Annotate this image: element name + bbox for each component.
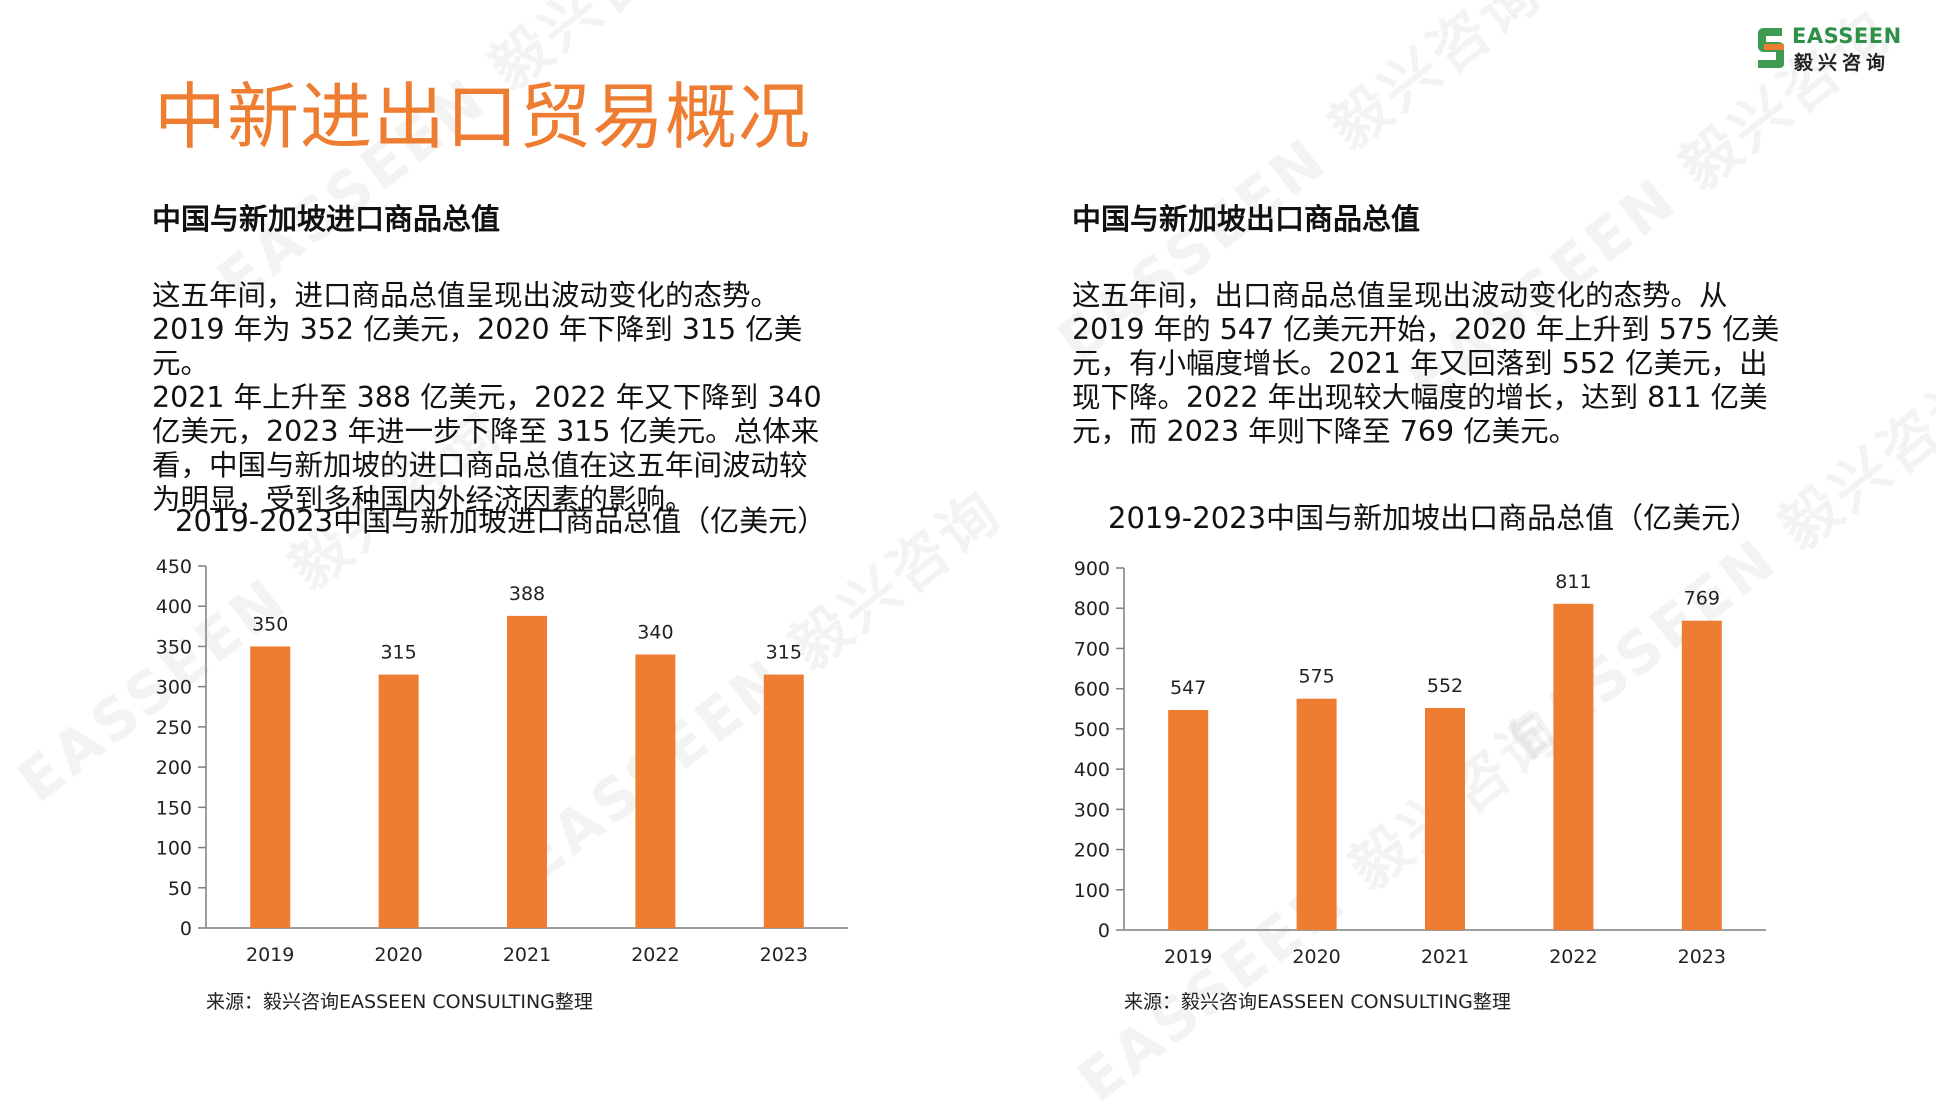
data-label: 388 bbox=[509, 583, 545, 605]
export-paragraph: 这五年间，出口商品总值呈现出波动变化的态势。从 2019 年的 547 亿美元开… bbox=[1072, 279, 1792, 449]
x-tick-label: 2019 bbox=[1164, 946, 1212, 968]
y-tick-label: 100 bbox=[156, 838, 192, 860]
bar bbox=[1296, 698, 1337, 930]
x-tick-label: 2021 bbox=[503, 944, 551, 966]
export-chart-title: 2019-2023中国与新加坡出口商品总值（亿美元） bbox=[1108, 501, 1760, 535]
x-tick-label: 2019 bbox=[246, 944, 294, 966]
y-tick-label: 0 bbox=[1098, 920, 1110, 942]
y-tick-label: 50 bbox=[168, 878, 192, 900]
data-label: 315 bbox=[766, 642, 802, 664]
y-tick-label: 400 bbox=[1074, 759, 1110, 781]
brand-logo: EASSEEN 毅兴咨询 bbox=[1752, 24, 1902, 74]
data-label: 350 bbox=[252, 613, 288, 635]
y-tick-label: 150 bbox=[156, 797, 192, 819]
y-tick-label: 0 bbox=[180, 918, 192, 940]
y-tick-label: 350 bbox=[156, 636, 192, 658]
page-title: 中新进出口贸易概况 bbox=[154, 75, 812, 159]
paragraph-line: 看，中国与新加坡的进口商品总值在这五年间波动较 bbox=[152, 449, 808, 482]
bar bbox=[635, 654, 676, 928]
x-tick-label: 2023 bbox=[1678, 946, 1726, 968]
import-paragraph: 这五年间，进口商品总值呈现出波动变化的态势。 2019 年为 352 亿美元，2… bbox=[152, 279, 852, 517]
data-label: 315 bbox=[380, 642, 416, 664]
bar bbox=[1168, 709, 1209, 930]
data-label: 552 bbox=[1427, 675, 1463, 697]
export-bar-chart: 0 100 200 300 400 500 600 700 800 900 547 2019 575 20… bbox=[1074, 558, 1766, 968]
paragraph-line: 这五年间，出口商品总值呈现出波动变化的态势。从 bbox=[1072, 279, 1728, 312]
bar bbox=[378, 674, 419, 928]
import-source-note: 来源：毅兴咨询EASSEEN CONSULTING整理 bbox=[206, 991, 593, 1013]
export-source-note: 来源：毅兴咨询EASSEEN CONSULTING整理 bbox=[1124, 991, 1511, 1013]
x-tick-label: 2023 bbox=[760, 944, 808, 966]
y-tick-label: 600 bbox=[1074, 679, 1110, 701]
paragraph-line: 元，有小幅度增长。2021 年又回落到 552 亿美元，出 bbox=[1072, 347, 1768, 380]
paragraph-line: 2021 年上升至 388 亿美元，2022 年又下降到 340 bbox=[152, 381, 822, 414]
x-tick-label: 2021 bbox=[1421, 946, 1469, 968]
x-tick-label: 2022 bbox=[1549, 946, 1597, 968]
paragraph-line: 元，而 2023 年则下降至 769 亿美元。 bbox=[1072, 415, 1578, 448]
y-tick-label: 800 bbox=[1074, 598, 1110, 620]
paragraph-line: 现下降。2022 年出现较大幅度的增长，达到 811 亿美 bbox=[1072, 381, 1768, 414]
paragraph-line: 为明显，受到多种国内外经济因素的影响。 bbox=[152, 483, 694, 516]
paragraph-line: 2019 年的 547 亿美元开始，2020 年上升到 575 亿美 bbox=[1072, 313, 1780, 346]
bar bbox=[250, 646, 291, 928]
data-label: 811 bbox=[1555, 571, 1591, 593]
y-tick-label: 450 bbox=[156, 556, 192, 578]
y-tick-label: 500 bbox=[1074, 719, 1110, 741]
import-bar-chart: 0 50 100 150 200 250 300 350 400 450 350 2019 315 202… bbox=[156, 556, 848, 966]
logo-subtext: 毅兴咨询 bbox=[1794, 52, 1891, 74]
bar bbox=[763, 674, 804, 928]
paragraph-line: 2019 年为 352 亿美元，2020 年下降到 315 亿美元。 bbox=[152, 313, 803, 380]
y-tick-label: 100 bbox=[1074, 880, 1110, 902]
paragraph-line: 这五年间，进口商品总值呈现出波动变化的态势。 bbox=[152, 279, 780, 312]
data-label: 547 bbox=[1170, 677, 1206, 699]
y-tick-label: 300 bbox=[156, 677, 192, 699]
bar bbox=[1681, 620, 1722, 930]
paragraph-line: 亿美元，2023 年进一步下降至 315 亿美元。总体来 bbox=[152, 415, 820, 448]
import-section-title: 中国与新加坡进口商品总值 bbox=[152, 202, 501, 236]
export-section-title: 中国与新加坡出口商品总值 bbox=[1072, 202, 1421, 236]
data-label: 575 bbox=[1298, 666, 1334, 688]
y-tick-label: 200 bbox=[156, 757, 192, 779]
data-label: 340 bbox=[637, 621, 673, 643]
logo-text: EASSEEN bbox=[1792, 24, 1902, 48]
y-tick-label: 900 bbox=[1074, 558, 1110, 580]
y-tick-label: 300 bbox=[1074, 799, 1110, 821]
logo-icon bbox=[1758, 28, 1784, 68]
y-tick-label: 250 bbox=[156, 717, 192, 739]
y-tick-label: 200 bbox=[1074, 840, 1110, 862]
y-tick-label: 400 bbox=[156, 596, 192, 618]
bar bbox=[1425, 707, 1465, 930]
x-tick-label: 2022 bbox=[631, 944, 679, 966]
x-tick-label: 2020 bbox=[1292, 946, 1340, 968]
bar bbox=[1553, 603, 1594, 930]
import-chart-title: 2019-2023中国与新加坡进口商品总值（亿美元） bbox=[175, 504, 827, 538]
data-label: 769 bbox=[1684, 588, 1720, 610]
y-tick-label: 700 bbox=[1074, 638, 1110, 660]
bar bbox=[507, 615, 547, 928]
x-tick-label: 2020 bbox=[374, 944, 422, 966]
